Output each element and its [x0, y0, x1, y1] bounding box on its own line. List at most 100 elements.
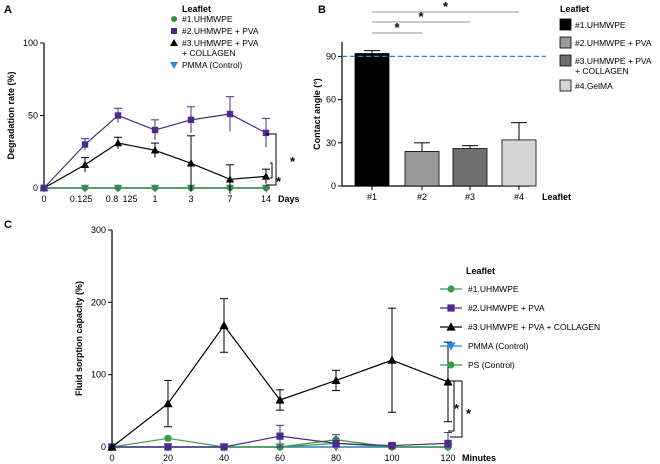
panel-a-xtick-label: 3	[188, 194, 193, 204]
panel-a-significance: *	[276, 174, 282, 189]
panel-a-point	[225, 175, 235, 183]
panel-b-ytick-label: 60	[326, 95, 336, 105]
panel-a-point	[114, 184, 122, 192]
panel-a-legend-title: Leaflet	[182, 4, 211, 14]
panel-a-point	[113, 138, 123, 147]
panel-c-significance: *	[466, 406, 472, 421]
panel-c-legend-marker	[447, 361, 455, 369]
panel-c-point	[276, 432, 284, 440]
panel-a-series-0	[40, 184, 270, 192]
panel-c-point	[275, 395, 285, 404]
panel-b-legend-swatch	[559, 54, 572, 67]
panel-c-ytick-label: 0	[101, 442, 106, 452]
panel-a-point	[40, 184, 48, 192]
panel-b-legend-swatch	[559, 79, 572, 92]
panel-c-significance: *	[454, 401, 460, 416]
panel-b-legend-swatch	[559, 36, 572, 49]
panel-c-y-axis-title: Fluid sorption capacity (%)	[74, 281, 84, 396]
panel-c-point	[220, 443, 228, 451]
panel-a-point	[226, 110, 234, 118]
panel-c-legend-marker	[447, 304, 455, 312]
panel-c-legend-label: PS (Control)	[468, 360, 515, 370]
panel-b-xtick-label: #2	[417, 192, 427, 202]
panel-b-xtick-label: #1	[367, 192, 377, 202]
panel-c-legend-marker	[447, 285, 455, 293]
panel-c-chart: 0 100 200 300 0 20 40 60 80 100 120 Minutes Fluid so…	[74, 225, 600, 463]
panel-c-legend-label: #2.UHMWPE + PVA	[468, 303, 545, 313]
panel-a-point	[114, 112, 122, 119]
panel-b-ytick-label: 90	[326, 51, 336, 61]
panel-b-significance: *	[418, 9, 424, 24]
panel-b-bar	[354, 53, 390, 187]
panel-a-point	[187, 116, 195, 124]
panel-c-point	[164, 434, 172, 442]
panel-b-ytick-label: 30	[326, 138, 336, 148]
panel-a-legend-label: #2.UHMWPE + PVA	[182, 26, 259, 36]
panel-c-point	[331, 375, 341, 385]
panel-a-ytick-label: 50	[28, 111, 38, 121]
panel-c-point	[219, 320, 229, 330]
panel-c-point	[332, 439, 340, 447]
panel-a-ytick-label: 0	[33, 183, 38, 193]
panel-b-xtick-label: #4	[514, 192, 524, 202]
panel-b-legend-label: #4.GelMA	[575, 81, 613, 91]
panel-b-chart: 0 30 60 90 Contact angle (°) * * * #1 #2 #3 #4 Leafl…	[312, 0, 652, 202]
panel-a-significance: *	[290, 154, 296, 169]
panel-a-point	[261, 172, 271, 180]
panel-a-point	[80, 160, 90, 168]
panel-c-legend-label: PMMA (Control)	[468, 341, 529, 351]
panel-a-series-1	[40, 96, 270, 192]
panel-a-legend-label: #3.UHMWPE + PVA	[182, 38, 259, 48]
panel-c-bracket-outer	[450, 380, 463, 438]
panel-a-bracket-outer	[266, 133, 277, 186]
panel-c-point	[387, 355, 397, 364]
panel-b-legend-label: + COLLAGEN	[575, 66, 629, 76]
panel-c-legend-marker	[446, 322, 456, 331]
panel-c-xtick-label: 60	[275, 453, 285, 463]
panel-b-bar	[404, 151, 440, 187]
panel-a-label: A	[4, 4, 12, 16]
panel-a-xtick-label: 0	[41, 194, 46, 204]
panel-a-point	[151, 126, 159, 134]
panel-a-point	[81, 141, 89, 148]
panel-c-x-axis-title: Minutes	[462, 453, 496, 463]
panel-c-bracket-inner	[448, 380, 455, 432]
panel-a-xtick-label: 0.125	[70, 194, 93, 204]
panel-c-xtick-label: 100	[384, 453, 399, 463]
panel-a-legend-marker	[170, 39, 178, 46]
panel-b-ytick-label: 0	[331, 181, 336, 191]
panel-b-legend-title: Leaflet	[560, 4, 589, 14]
panel-b-bar	[452, 148, 488, 187]
panel-c-legend-marker	[446, 342, 456, 351]
panel-b-legend-swatch	[559, 18, 572, 31]
panel-c-xtick-label: 20	[163, 453, 173, 463]
panel-a-xtick-label: 7	[227, 194, 232, 204]
panel-c-xtick-label: 120	[440, 453, 455, 463]
panel-b-significance: *	[443, 0, 449, 14]
panel-c-ytick-label: 100	[91, 370, 106, 380]
panel-a-xtick-label: 14	[261, 194, 271, 204]
panel-c-point	[164, 443, 172, 451]
panel-a-legend-marker	[171, 16, 177, 22]
panel-b-significance: *	[394, 20, 400, 35]
panel-a-point	[262, 184, 270, 192]
panel-a-xtick-label: 125	[122, 194, 137, 204]
panel-b-legend-label: #3.UHMWPE + PVA	[575, 56, 652, 66]
panel-c-series-2	[107, 298, 453, 451]
panel-c-point	[163, 399, 173, 408]
panel-a-series-2	[39, 135, 271, 194]
panel-a-chart: 0 50 100 0 0.125 0.8 125 1 3 7 14 Days Degradation r…	[6, 4, 300, 204]
panel-a-legend-marker	[171, 28, 177, 34]
panel-b-xtick-label: #3	[465, 192, 475, 202]
panel-a-xtick-label: 1	[152, 194, 157, 204]
panel-b-bar	[501, 139, 537, 187]
panel-a-y-axis-title: Degradation rate (%)	[6, 71, 16, 159]
panel-c-point	[107, 442, 117, 451]
panel-a-point	[81, 184, 89, 192]
panel-a-x-axis-title: Days	[278, 194, 300, 204]
panel-a-legend-marker	[170, 62, 178, 69]
panel-c-xtick-label: 80	[331, 453, 341, 463]
panel-a-point	[150, 146, 160, 154]
panel-c-xtick-label: 40	[219, 453, 229, 463]
panel-c-legend-title: Leaflet	[466, 266, 495, 276]
